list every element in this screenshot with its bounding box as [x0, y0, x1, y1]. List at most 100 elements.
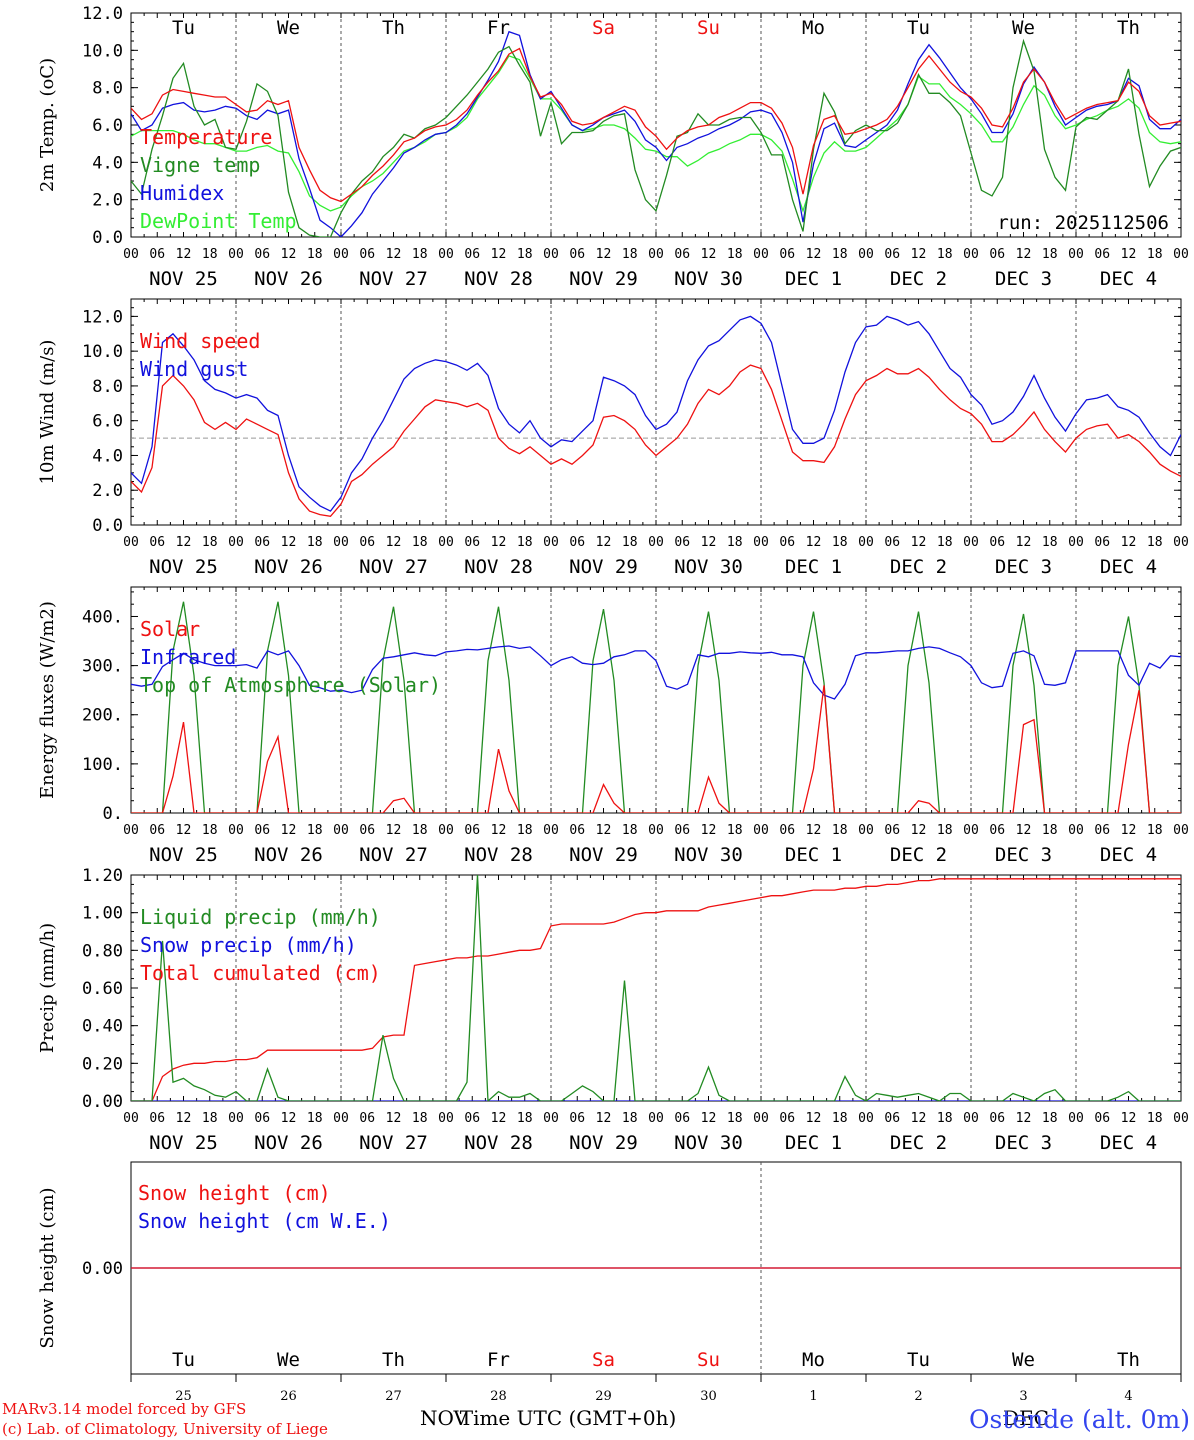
y-tick-label: 0.80: [82, 941, 123, 961]
hour-label: 18: [307, 535, 323, 550]
hour-label: 18: [622, 823, 638, 838]
y-axis-title: Energy fluxes (W/m2): [37, 601, 58, 799]
legend-entry: Liquid precip (mm/h): [140, 905, 381, 929]
hour-label: 00: [963, 247, 979, 262]
hour-label: 18: [622, 247, 638, 262]
panel-energy: 00 06 12 18 00 06 12 18 00 06 12 18 00 06 12 18 00 06 12 18…: [37, 586, 1189, 866]
hour-label: 12: [806, 823, 822, 838]
hour-label: 06: [569, 823, 585, 838]
hour-label: 06: [359, 535, 375, 550]
hour-label: 12: [176, 823, 192, 838]
hour-label: 06: [569, 1111, 585, 1126]
date-label: NOV 25: [149, 1132, 218, 1154]
date-label: NOV 25: [149, 844, 218, 866]
hour-label: 00: [543, 823, 559, 838]
y-tick-label: 100.: [82, 755, 123, 775]
date-label: DEC 2: [890, 844, 947, 866]
day-name: Mo: [802, 17, 825, 39]
hour-label: 06: [149, 1111, 165, 1126]
date-label: NOV 26: [254, 844, 323, 866]
hour-label: 18: [307, 247, 323, 262]
hour-label: 18: [202, 535, 218, 550]
date-label: DEC 2: [890, 1132, 947, 1154]
hour-label: 00: [1173, 247, 1189, 262]
day-name: Sa: [592, 17, 615, 39]
run-label: run: 2025112506: [997, 212, 1169, 234]
date-label: NOV 28: [464, 268, 533, 290]
hour-label: 00: [543, 1111, 559, 1126]
y-tick-label: 0.40: [82, 1017, 123, 1037]
y-tick-label: 4.0: [92, 153, 123, 173]
y-tick-label: 12.0: [82, 307, 123, 327]
y-tick-label: 0.20: [82, 1054, 123, 1074]
hour-label: 00: [1173, 823, 1189, 838]
hour-label: 06: [674, 247, 690, 262]
hour-label: 18: [517, 823, 533, 838]
hour-label: 18: [1147, 1111, 1163, 1126]
hour-label: 00: [438, 823, 454, 838]
hour-label: 12: [491, 535, 507, 550]
y-tick-label: 8.0: [92, 377, 123, 397]
hour-label: 12: [281, 1111, 297, 1126]
date-label: DEC 1: [785, 268, 842, 290]
date-label: NOV 26: [254, 556, 323, 578]
series-dewpoint-temp: [131, 55, 1181, 214]
day-name: Th: [382, 1349, 405, 1371]
hour-label: 00: [333, 1111, 349, 1126]
hour-label: 00: [1068, 247, 1084, 262]
day-name: Tu: [172, 1349, 195, 1371]
hour-label: 12: [806, 247, 822, 262]
hour-label: 00: [123, 247, 139, 262]
hour-label: 18: [937, 1111, 953, 1126]
y-axis-title: Precip (mm/h): [37, 923, 58, 1053]
hour-label: 12: [596, 247, 612, 262]
hour-label: 18: [622, 1111, 638, 1126]
legend-entry: Snow precip (mm/h): [140, 933, 357, 957]
hour-label: 12: [176, 535, 192, 550]
hour-label: 18: [202, 1111, 218, 1126]
hour-label: 18: [727, 823, 743, 838]
date-label: NOV 26: [254, 268, 323, 290]
hour-label: 12: [1016, 823, 1032, 838]
hour-label: 06: [569, 247, 585, 262]
hour-label: 12: [176, 247, 192, 262]
hour-label: 18: [1042, 1111, 1058, 1126]
hour-label: 12: [491, 823, 507, 838]
hour-label: 00: [543, 535, 559, 550]
footer: MARv3.14 model forced by GFS (c) Lab. of…: [2, 1400, 1190, 1438]
y-tick-label: 0.0: [92, 228, 123, 248]
hour-label: 00: [963, 823, 979, 838]
day-name: Th: [382, 17, 405, 39]
hour-label: 00: [228, 1111, 244, 1126]
hour-label: 18: [1147, 535, 1163, 550]
hour-label: 18: [1042, 247, 1058, 262]
legend-entry: Snow height (cm): [138, 1181, 331, 1205]
hour-label: 18: [412, 1111, 428, 1126]
hour-label: 00: [1068, 1111, 1084, 1126]
y-tick-label: 0.00: [82, 1259, 123, 1279]
hour-label: 12: [386, 247, 402, 262]
legend-entry: DewPoint Temp: [140, 209, 297, 233]
hour-label: 06: [254, 247, 270, 262]
hour-label: 12: [1016, 535, 1032, 550]
hour-label: 00: [543, 247, 559, 262]
hour-label: 00: [1173, 535, 1189, 550]
hour-label: 18: [832, 535, 848, 550]
date-label: DEC 4: [1100, 268, 1157, 290]
date-label: DEC 1: [785, 844, 842, 866]
hour-label: 18: [307, 1111, 323, 1126]
legend-entry: Wind speed: [140, 329, 260, 353]
hour-label: 18: [412, 247, 428, 262]
y-tick-label: 0.00: [82, 1092, 123, 1112]
hour-label: 00: [1068, 823, 1084, 838]
legend-entry: Total cumulated (cm): [140, 961, 381, 985]
hour-label: 00: [123, 1111, 139, 1126]
hour-label: 06: [884, 535, 900, 550]
hour-label: 00: [438, 247, 454, 262]
series-infrared: [131, 645, 1181, 700]
date-label: NOV 25: [149, 556, 218, 578]
date-label: NOV 27: [359, 556, 428, 578]
day-name: We: [1012, 17, 1035, 39]
date-label: NOV 26: [254, 1132, 323, 1154]
